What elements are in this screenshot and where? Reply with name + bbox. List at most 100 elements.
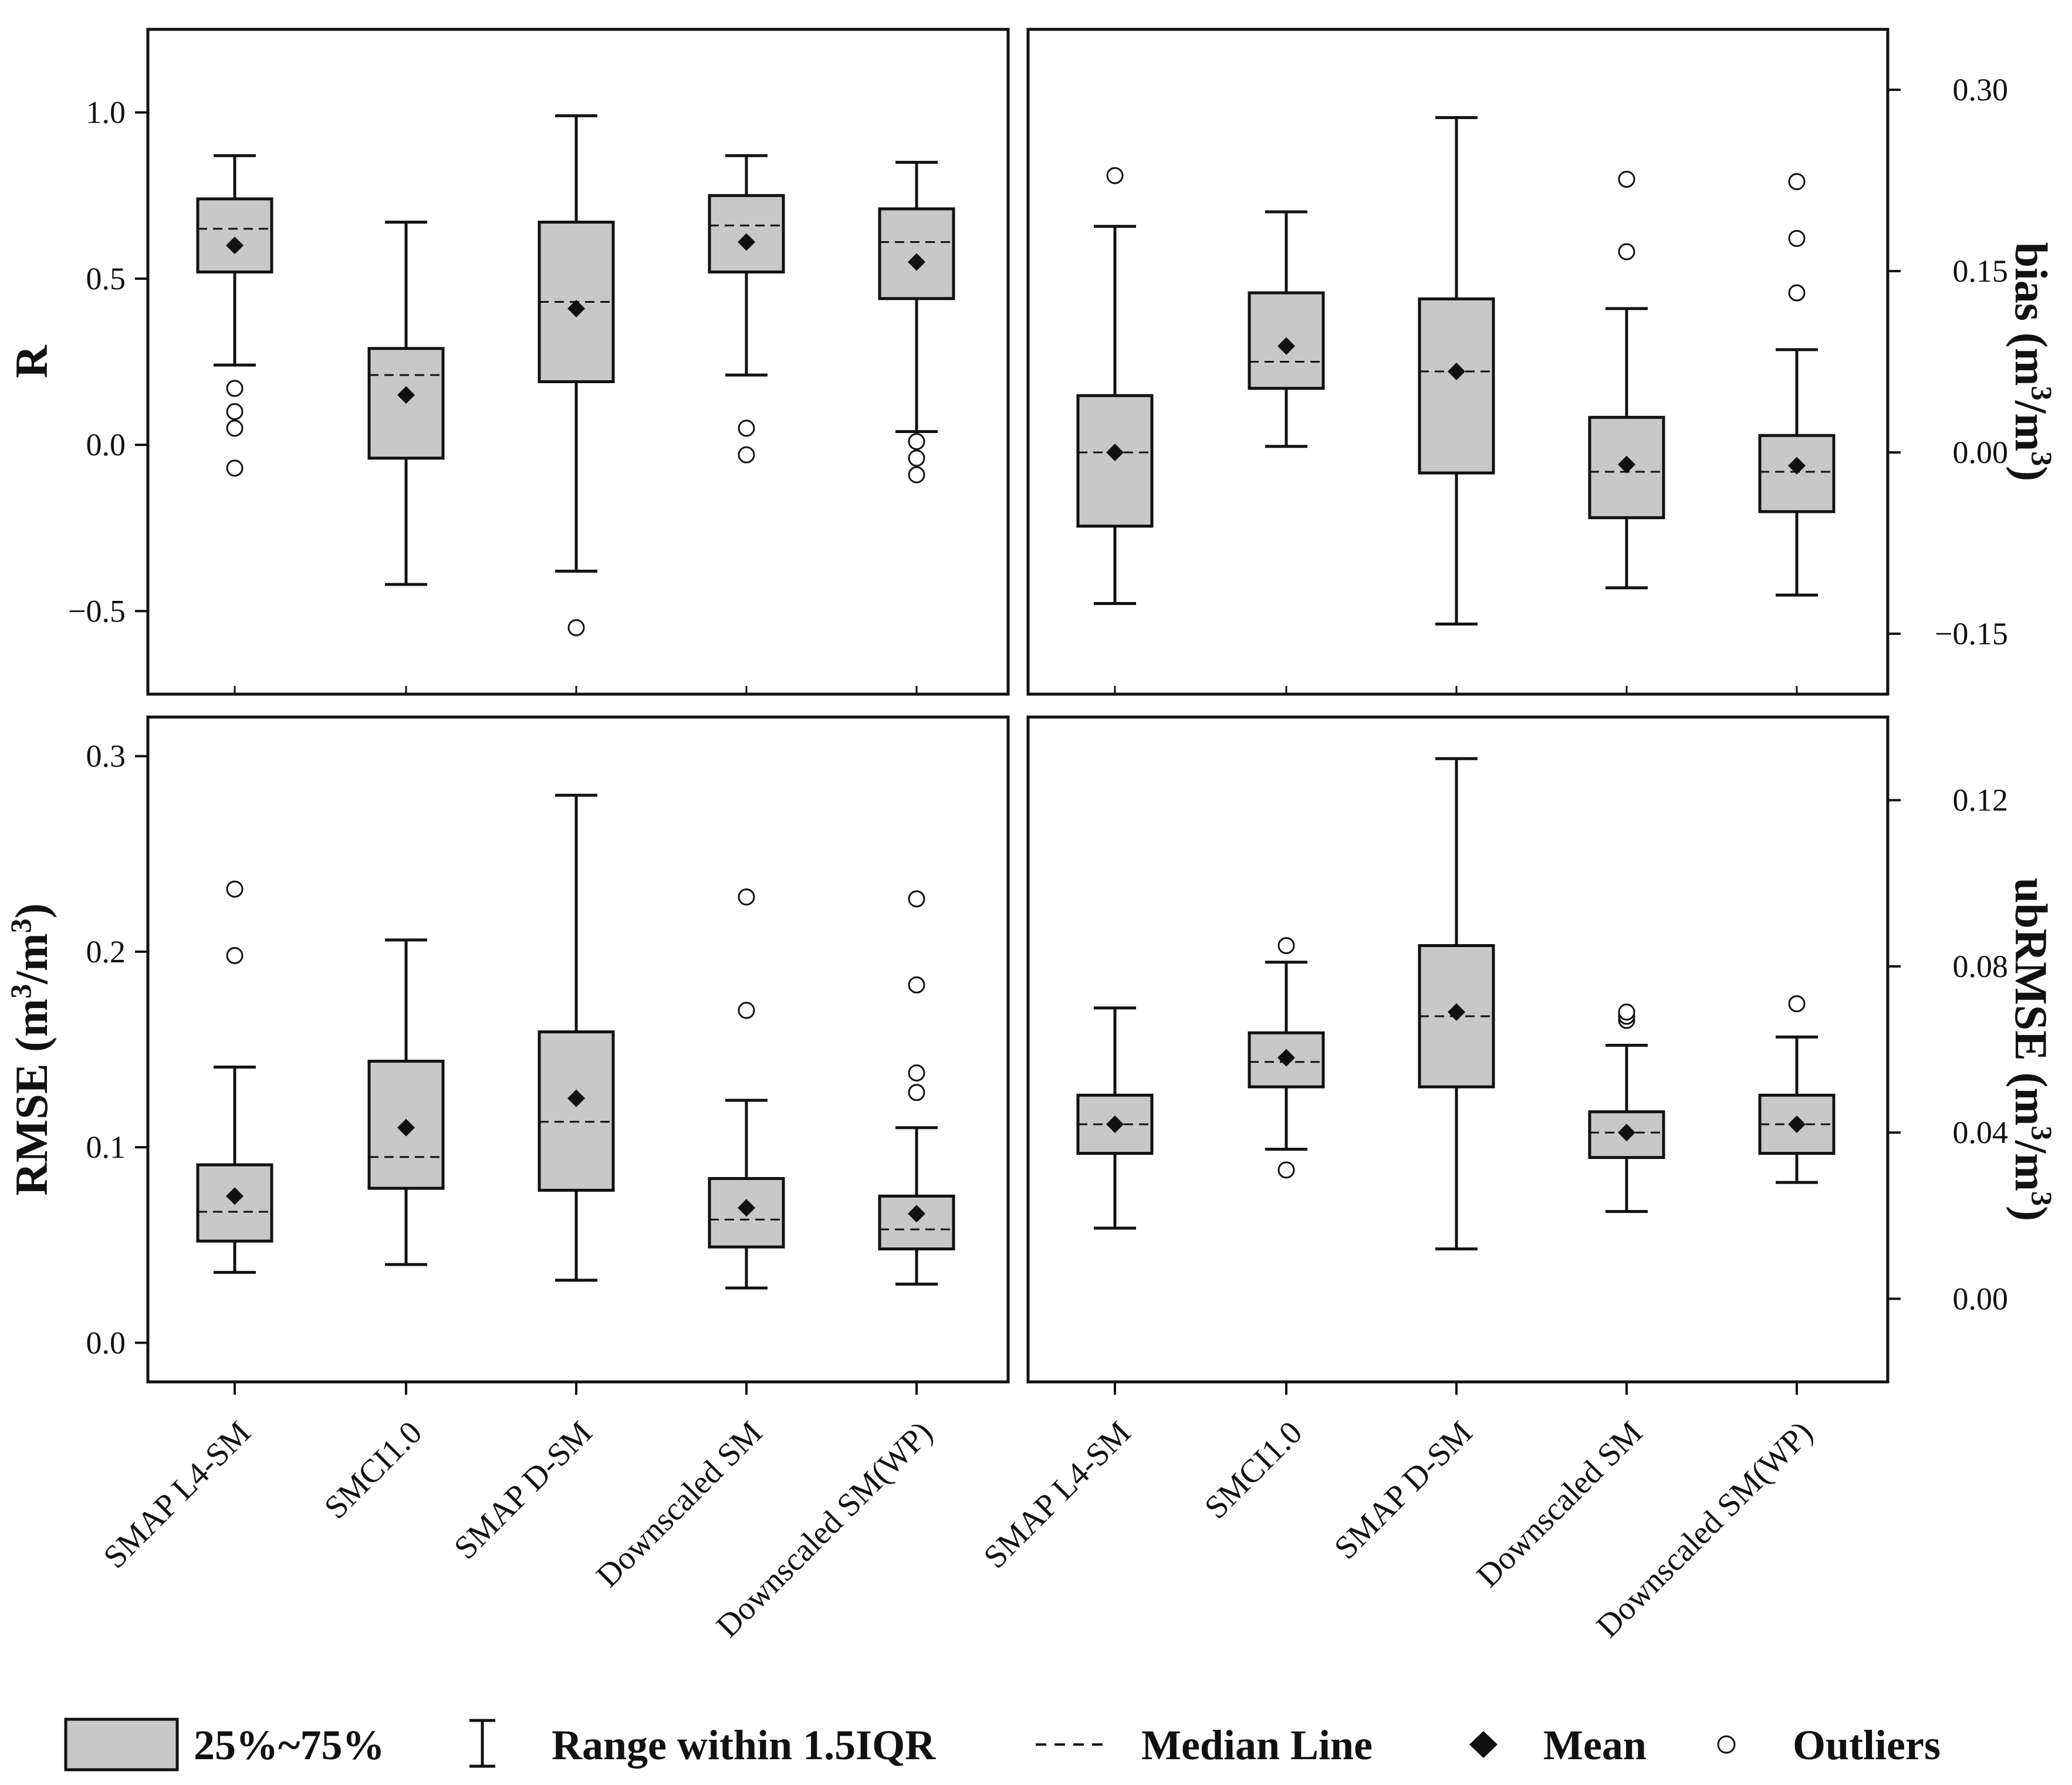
legend: 25%~75% Range within 1.5IQR Median Line …	[64, 1718, 1941, 1772]
box-1	[196, 154, 273, 477]
outlier-point	[908, 1064, 925, 1081]
outlier-point	[908, 449, 925, 467]
y-tick-label: 0.04	[1953, 1115, 2009, 1150]
y-tick-label: 0.3	[86, 739, 126, 774]
plot-frame	[1026, 28, 1890, 696]
box-3	[538, 114, 615, 637]
mean-marker	[738, 1199, 755, 1217]
outlier-point	[1106, 167, 1124, 184]
box-1	[1076, 1006, 1154, 1230]
legend-range-label: Range within 1.5IQR	[552, 1722, 936, 1769]
outlier-point	[1788, 173, 1806, 191]
box-4	[1588, 1003, 1665, 1213]
y-axis-label: RMSE (m3/m3)	[4, 903, 57, 1195]
y-axis-label: R	[6, 344, 57, 378]
panels: −0.5 0.0 0.5 1.0 R −0.15 0.00 0.15 0.30 bias (m3/…	[4, 28, 2059, 1645]
y-tick-label: 0.12	[1953, 783, 2009, 818]
box-3	[1418, 116, 1495, 626]
mean-marker	[567, 299, 585, 317]
box-2	[1248, 210, 1325, 448]
outlier-point	[1618, 243, 1635, 261]
y-tick-label: 0.2	[86, 934, 126, 969]
x-tick-label: SMAP D-SM	[447, 1414, 599, 1566]
y-tick-label: 0.1	[86, 1130, 126, 1165]
box-5	[1758, 173, 1836, 597]
y-tick-label: 0.00	[1953, 1281, 2009, 1316]
outlier-point	[1277, 937, 1295, 954]
y-tick-label: 0.0	[86, 427, 126, 462]
mean-marker	[226, 1187, 244, 1205]
mean-marker	[1448, 1003, 1465, 1021]
mean-marker	[1788, 457, 1806, 475]
panel-top-left: −0.5 0.0 0.5 1.0 R	[6, 28, 1010, 696]
outlier-point	[226, 459, 244, 477]
outlier-point	[226, 880, 244, 898]
mean-marker	[1277, 337, 1295, 355]
outlier-point	[738, 420, 755, 437]
outlier-point	[567, 619, 585, 637]
x-tick-label: SMAP L4-SM	[97, 1414, 258, 1576]
outlier-point	[908, 890, 925, 908]
y-axis-label: bias (m3/m3)	[2006, 242, 2059, 482]
mean-marker	[567, 1089, 585, 1107]
legend-box-label: 25%~75%	[194, 1722, 384, 1769]
legend-outlier-marker	[1717, 1735, 1736, 1754]
legend-mean-marker	[1469, 1731, 1498, 1758]
box-4	[1588, 170, 1665, 590]
y-tick-label: 1.0	[86, 95, 126, 130]
box-2	[1248, 937, 1325, 1179]
y-axis-label: ubRMSE (m3/m3)	[2006, 878, 2059, 1221]
outlier-point	[738, 446, 755, 464]
outlier-point	[1277, 1161, 1295, 1179]
legend-box-swatch	[64, 1718, 179, 1772]
mean-marker	[1106, 1115, 1124, 1133]
x-tick-label: Downscaled SM	[589, 1414, 769, 1594]
outlier-point	[1618, 170, 1635, 188]
outlier-point	[908, 432, 925, 450]
outlier-point	[908, 466, 925, 484]
iqr-box	[538, 1030, 615, 1192]
outlier-point	[226, 947, 244, 965]
mean-marker	[1448, 362, 1465, 380]
box-3	[538, 793, 615, 1282]
box-2	[367, 938, 445, 1266]
outlier-point	[908, 976, 925, 994]
y-tick-label: 0.15	[1953, 253, 2009, 289]
x-tick-label: SMCI1.0	[317, 1414, 429, 1526]
outlier-point	[1788, 284, 1806, 302]
mean-marker	[1618, 1124, 1635, 1142]
x-tick-label: Downscaled SM	[1469, 1414, 1650, 1594]
outlier-point	[1618, 1003, 1635, 1021]
box-5	[1758, 995, 1836, 1184]
panel-bottom-right: 0.00 0.04 0.08 0.12 ubRMSE (m3/m3) SMAP L4-SM…	[977, 715, 2059, 1645]
outlier-point	[738, 1002, 755, 1019]
mean-marker	[908, 1205, 925, 1223]
mean-marker	[1277, 1049, 1295, 1067]
iqr-box	[1418, 297, 1495, 475]
legend-mean-label: Mean	[1543, 1722, 1647, 1769]
outlier-point	[1788, 995, 1806, 1013]
box-3	[1418, 757, 1495, 1250]
mean-marker	[1106, 444, 1124, 461]
outlier-point	[226, 380, 244, 397]
mean-marker	[738, 233, 755, 251]
outlier-point	[1788, 229, 1806, 247]
iqr-box	[367, 347, 445, 460]
mean-marker	[397, 386, 415, 404]
plot-frame	[146, 28, 1010, 696]
plot-frame	[146, 715, 1010, 1384]
y-tick-label: −0.15	[1935, 616, 2008, 651]
box-5	[878, 161, 955, 484]
box-5	[878, 890, 955, 1286]
y-tick-label: 0.30	[1953, 72, 2009, 107]
y-tick-label: 0.0	[86, 1325, 126, 1360]
box-1	[196, 880, 273, 1274]
mean-marker	[1788, 1115, 1806, 1133]
y-tick-label: 0.08	[1953, 949, 2009, 984]
box-4	[708, 154, 785, 464]
y-tick-label: 0.00	[1953, 435, 2009, 470]
legend-outliers-label: Outliers	[1793, 1722, 1941, 1769]
x-tick-label: SMAP L4-SM	[977, 1414, 1138, 1576]
mean-marker	[226, 236, 244, 255]
